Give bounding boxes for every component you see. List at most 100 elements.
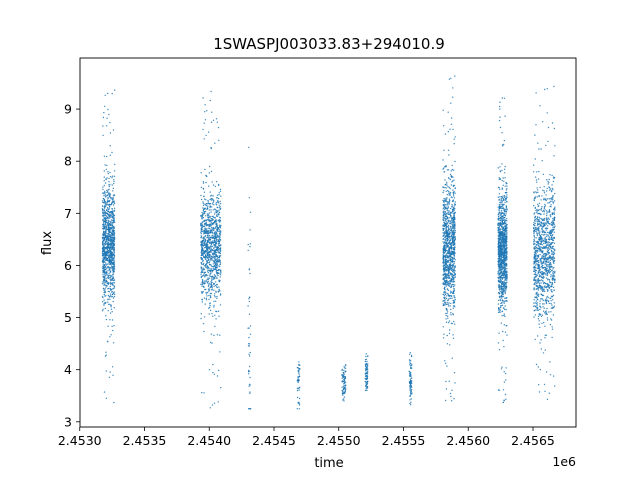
data-point bbox=[218, 245, 221, 247]
data-point bbox=[213, 236, 215, 238]
data-point bbox=[506, 281, 508, 284]
data-point bbox=[113, 256, 116, 258]
data-point bbox=[443, 267, 445, 270]
data-point bbox=[216, 225, 218, 227]
data-point bbox=[503, 264, 506, 266]
data-point bbox=[103, 249, 106, 252]
data-point bbox=[542, 306, 544, 308]
data-point bbox=[445, 206, 447, 208]
data-point bbox=[103, 244, 106, 246]
data-point bbox=[208, 259, 210, 261]
data-point bbox=[342, 372, 345, 374]
data-point bbox=[498, 215, 500, 218]
data-point bbox=[211, 342, 213, 344]
data-point bbox=[452, 292, 454, 294]
data-point bbox=[367, 355, 369, 357]
data-point bbox=[204, 282, 206, 284]
data-point bbox=[201, 391, 203, 394]
data-point bbox=[503, 250, 505, 253]
data-point bbox=[208, 284, 210, 286]
data-point bbox=[454, 284, 456, 286]
data-point bbox=[450, 308, 452, 311]
data-point bbox=[202, 187, 204, 190]
data-point bbox=[101, 227, 104, 230]
data-point bbox=[454, 136, 456, 138]
data-point bbox=[216, 229, 219, 232]
data-point bbox=[538, 148, 540, 150]
data-point bbox=[104, 295, 106, 297]
data-point bbox=[218, 242, 220, 245]
data-point bbox=[366, 367, 368, 369]
data-point bbox=[215, 255, 217, 258]
data-point bbox=[216, 297, 218, 299]
data-point bbox=[211, 227, 213, 229]
data-point bbox=[107, 204, 109, 206]
data-point bbox=[366, 368, 368, 370]
data-point bbox=[343, 396, 346, 398]
data-point bbox=[444, 166, 446, 168]
data-point bbox=[451, 260, 454, 262]
data-point bbox=[214, 250, 216, 253]
data-point bbox=[220, 245, 222, 247]
data-point bbox=[498, 309, 500, 311]
data-point bbox=[449, 229, 452, 232]
data-point bbox=[341, 389, 343, 392]
data-point bbox=[211, 198, 214, 200]
data-point bbox=[503, 180, 505, 183]
data-point bbox=[200, 237, 202, 239]
data-point bbox=[209, 270, 212, 273]
data-point bbox=[211, 241, 213, 244]
data-point bbox=[453, 285, 455, 288]
data-point bbox=[450, 314, 452, 316]
data-point bbox=[106, 177, 108, 179]
data-point bbox=[201, 242, 203, 244]
data-point bbox=[501, 216, 503, 218]
data-point bbox=[208, 261, 211, 263]
data-point bbox=[452, 307, 454, 309]
data-point bbox=[103, 282, 106, 284]
data-point bbox=[448, 246, 450, 248]
data-point bbox=[211, 278, 213, 281]
data-point bbox=[452, 128, 454, 131]
data-point bbox=[500, 297, 503, 299]
data-point bbox=[409, 388, 411, 390]
data-point bbox=[444, 251, 446, 254]
data-point bbox=[209, 250, 212, 252]
data-point bbox=[106, 235, 108, 237]
data-point bbox=[506, 218, 508, 220]
data-point bbox=[216, 237, 218, 239]
data-point bbox=[105, 209, 108, 211]
data-point bbox=[102, 116, 105, 119]
data-point bbox=[111, 255, 113, 258]
data-point bbox=[205, 225, 207, 227]
data-point bbox=[444, 211, 446, 213]
data-point bbox=[212, 240, 214, 242]
data-point bbox=[443, 266, 445, 268]
data-point bbox=[447, 228, 450, 231]
data-point bbox=[499, 116, 501, 118]
data-point bbox=[207, 233, 209, 235]
data-point bbox=[442, 207, 445, 209]
data-point bbox=[443, 269, 446, 272]
data-point bbox=[502, 295, 504, 298]
data-point bbox=[443, 333, 445, 335]
data-point bbox=[207, 252, 209, 255]
data-point bbox=[208, 289, 210, 291]
data-point bbox=[445, 321, 448, 323]
data-point bbox=[109, 312, 112, 314]
data-point bbox=[101, 301, 104, 303]
data-point bbox=[503, 139, 506, 142]
data-point bbox=[502, 307, 505, 309]
data-point bbox=[503, 289, 505, 292]
data-point bbox=[219, 265, 221, 268]
data-point bbox=[504, 315, 506, 317]
data-point bbox=[447, 269, 450, 271]
data-point bbox=[453, 255, 456, 257]
data-point bbox=[442, 254, 444, 256]
data-point bbox=[112, 204, 115, 206]
data-point bbox=[502, 229, 505, 232]
data-point bbox=[545, 371, 548, 373]
data-point bbox=[445, 297, 448, 300]
data-point bbox=[500, 368, 503, 370]
data-point bbox=[106, 263, 108, 265]
